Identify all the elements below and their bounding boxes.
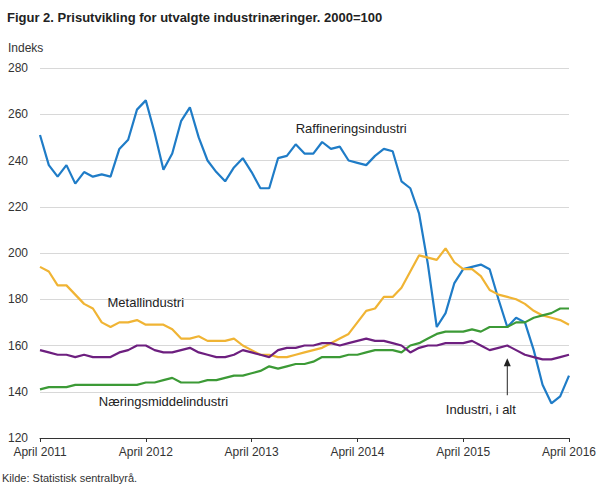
svg-text:180: 180 xyxy=(8,292,28,306)
svg-text:260: 260 xyxy=(8,107,28,121)
svg-text:200: 200 xyxy=(8,246,28,260)
svg-text:Raffineringsindustri: Raffineringsindustri xyxy=(296,121,407,136)
svg-text:Kilde: Statistisk sentralbyrå.: Kilde: Statistisk sentralbyrå. xyxy=(2,472,137,484)
svg-text:April 2015: April 2015 xyxy=(436,445,490,459)
svg-text:April 2014: April 2014 xyxy=(330,445,384,459)
svg-text:280: 280 xyxy=(8,61,28,75)
svg-text:Indeks: Indeks xyxy=(8,41,43,55)
svg-text:April 2013: April 2013 xyxy=(225,445,279,459)
svg-text:Figur 2. Prisutvikling for utv: Figur 2. Prisutvikling for utvalgte indu… xyxy=(7,10,382,25)
svg-text:Næringsmiddelindustri: Næringsmiddelindustri xyxy=(99,394,228,409)
svg-text:April 2016: April 2016 xyxy=(542,445,596,459)
svg-text:240: 240 xyxy=(8,154,28,168)
svg-text:April 2012: April 2012 xyxy=(119,445,173,459)
svg-text:220: 220 xyxy=(8,200,28,214)
svg-text:140: 140 xyxy=(8,385,28,399)
svg-text:Metallindustri: Metallindustri xyxy=(108,295,185,310)
svg-text:Industri, i alt: Industri, i alt xyxy=(446,402,516,417)
svg-text:120: 120 xyxy=(8,431,28,445)
svg-text:April 2011: April 2011 xyxy=(13,445,66,459)
svg-text:160: 160 xyxy=(8,339,28,353)
